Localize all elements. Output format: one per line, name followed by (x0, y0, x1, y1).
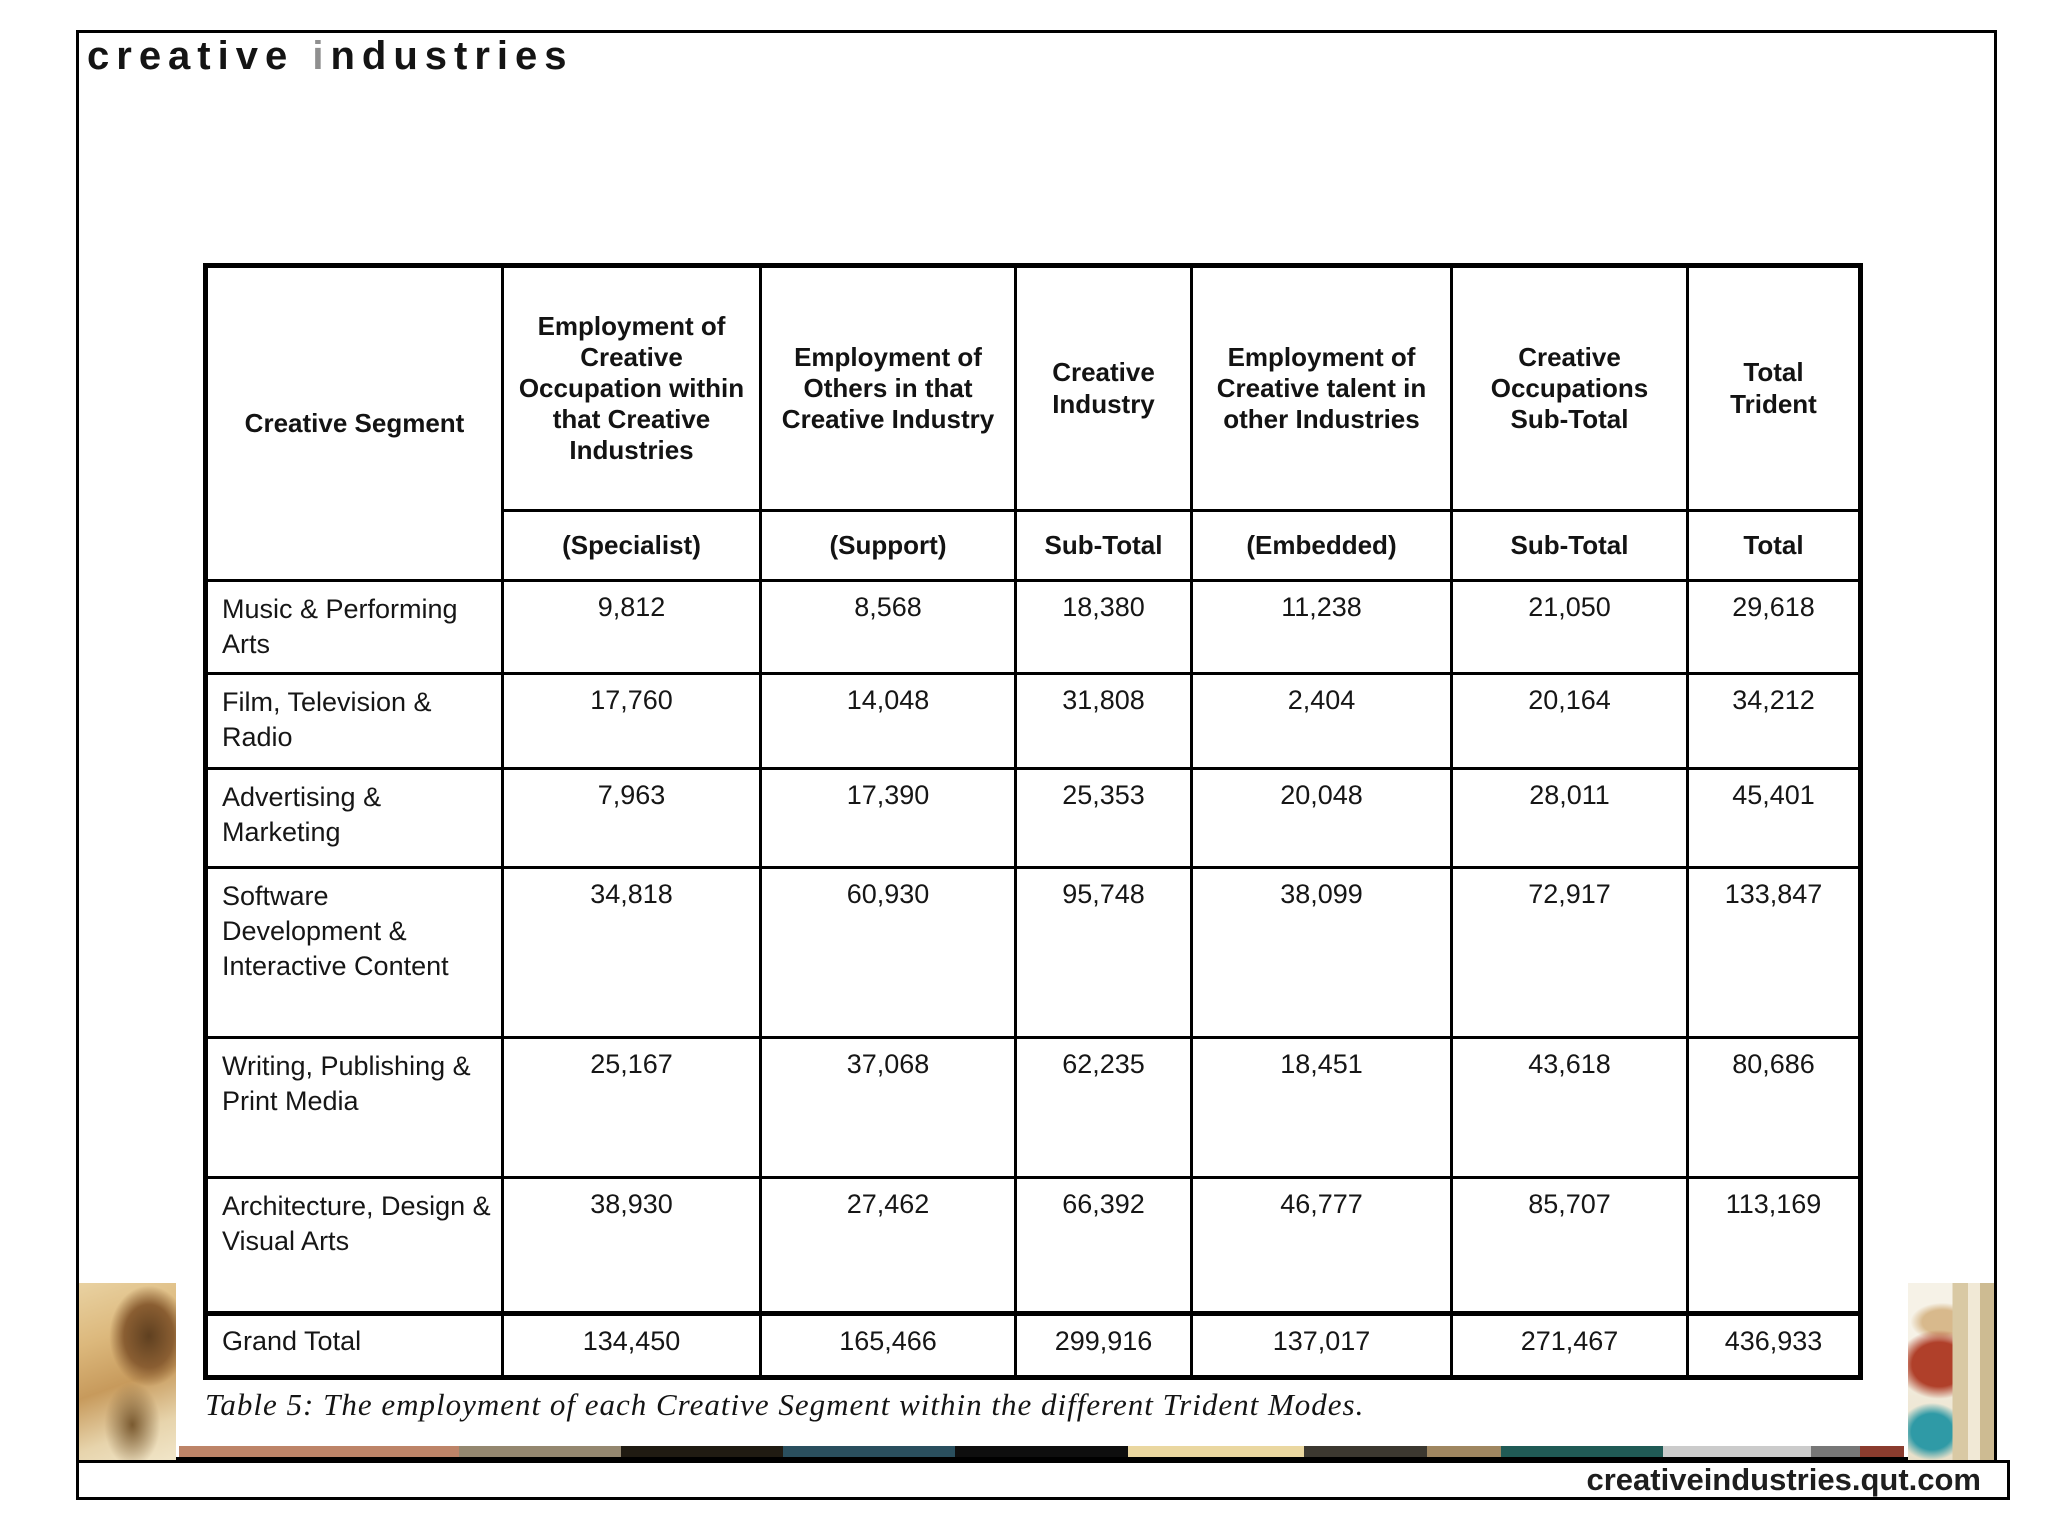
photo-strip-segment (783, 1446, 956, 1457)
value-cell: 7,963 (501, 767, 762, 869)
value-cell: 85,707 (1450, 1176, 1689, 1315)
value-cell: 11,238 (1190, 579, 1453, 675)
table-row-music: Music & Performing Arts 9,812 8,568 18,3… (204, 579, 1862, 675)
value-cell: 14,048 (759, 672, 1017, 770)
footer-url: creativeindustries.qut.com (1586, 1462, 1981, 1497)
segment-label: Advertising & Marketing (204, 767, 504, 869)
value-cell: 46,777 (1190, 1176, 1453, 1315)
value-cell: 436,933 (1686, 1311, 1862, 1379)
value-cell: 20,048 (1190, 767, 1453, 869)
col-header-creative-industry: Creative Industry (1014, 264, 1193, 512)
photo-strip (179, 1446, 1904, 1457)
photo-collage-left (79, 1283, 176, 1460)
header-row-sub: (Specialist) (Support) Sub-Total (Embedd… (206, 509, 1862, 582)
photo-strip-segment (1427, 1446, 1501, 1457)
value-cell: 38,930 (501, 1176, 762, 1315)
col-header-support: Employment of Others in that Creative In… (759, 264, 1017, 512)
segment-label: Software Development & Interactive Conte… (204, 866, 504, 1039)
value-cell: 133,847 (1686, 866, 1862, 1039)
col-header-embedded: Employment of Creative talent in other I… (1190, 264, 1453, 512)
value-cell: 299,916 (1014, 1311, 1193, 1379)
photo-strip-segment (1859, 1446, 1904, 1457)
value-cell: 80,686 (1686, 1036, 1862, 1179)
value-cell: 37,068 (759, 1036, 1017, 1179)
value-cell: 137,017 (1190, 1311, 1453, 1379)
photo-strip-segment (1127, 1446, 1305, 1457)
segment-label: Film, Television & Radio (204, 672, 504, 770)
value-cell: 17,390 (759, 767, 1017, 869)
value-cell: 17,760 (501, 672, 762, 770)
value-cell: 20,164 (1450, 672, 1689, 770)
col-header-specialist: Employment of Creative Occupation within… (501, 264, 762, 512)
subheader-specialist: (Specialist) (501, 509, 762, 582)
value-cell: 95,748 (1014, 866, 1193, 1039)
photo-strip-segment (459, 1446, 622, 1457)
value-cell: 72,917 (1450, 866, 1689, 1039)
photo-strip-segment (1304, 1446, 1428, 1457)
grand-total-label: Grand Total (204, 1311, 504, 1379)
value-cell: 113,169 (1686, 1176, 1862, 1315)
value-cell: 25,167 (501, 1036, 762, 1179)
value-cell: 66,392 (1014, 1176, 1193, 1315)
value-cell: 165,466 (759, 1311, 1017, 1379)
value-cell: 271,467 (1450, 1311, 1689, 1379)
brand-word-industries: ndustries (330, 34, 574, 78)
segment-label: Music & Performing Arts (204, 579, 504, 675)
subheader-embedded: (Embedded) (1190, 509, 1453, 582)
table-row-film: Film, Television & Radio 17,760 14,048 3… (204, 672, 1862, 770)
slide-frame: creative industries Creative Segment Emp… (76, 30, 1997, 1460)
value-cell: 18,451 (1190, 1036, 1453, 1179)
value-cell: 27,462 (759, 1176, 1017, 1315)
photo-strip-segment (621, 1446, 784, 1457)
table-row-software: Software Development & Interactive Conte… (204, 866, 1862, 1039)
value-cell: 2,404 (1190, 672, 1453, 770)
table-caption: Table 5: The employment of each Creative… (205, 1387, 1365, 1422)
brand-word-creative: creative (87, 34, 295, 78)
col-header-occupations-subtotal: Creative Occupations Sub-Total (1450, 264, 1689, 512)
subheader-co-subtotal: Sub-Total (1450, 509, 1689, 582)
value-cell: 34,212 (1686, 672, 1862, 770)
segment-label: Architecture, Design & Visual Arts (204, 1176, 504, 1315)
photo-strip-segment (1501, 1446, 1664, 1457)
table-row-writing: Writing, Publishing & Print Media 25,167… (204, 1036, 1862, 1179)
value-cell: 28,011 (1450, 767, 1689, 869)
employment-table: Creative Segment Employment of Creative … (203, 263, 1863, 1380)
value-cell: 43,618 (1450, 1036, 1689, 1179)
photo-strip-segment (1663, 1446, 1811, 1457)
subheader-total: Total (1686, 509, 1862, 582)
value-cell: 45,401 (1686, 767, 1862, 869)
photo-strip-segment (179, 1446, 460, 1457)
segment-label: Writing, Publishing & Print Media (204, 1036, 504, 1179)
table-row-grand-total: Grand Total 134,450 165,466 299,916 137,… (204, 1311, 1862, 1379)
value-cell: 29,618 (1686, 579, 1862, 675)
photo-collage-right (1908, 1283, 1994, 1460)
subheader-support: (Support) (759, 509, 1017, 582)
subheader-ci-subtotal: Sub-Total (1014, 509, 1193, 582)
brand-title: creative industries (87, 34, 574, 78)
col-header-total-trident: Total Trident (1686, 264, 1862, 512)
value-cell: 38,099 (1190, 866, 1453, 1039)
value-cell: 9,812 (501, 579, 762, 675)
value-cell: 8,568 (759, 579, 1017, 675)
value-cell: 18,380 (1014, 579, 1193, 675)
table-row-advertising: Advertising & Marketing 7,963 17,390 25,… (204, 767, 1862, 869)
value-cell: 25,353 (1014, 767, 1193, 869)
footer-bar: creativeindustries.qut.com (76, 1460, 2010, 1500)
header-row-main: Creative Segment Employment of Creative … (204, 264, 1862, 582)
value-cell: 31,808 (1014, 672, 1193, 770)
value-cell: 134,450 (501, 1311, 762, 1379)
employment-table-container: Creative Segment Employment of Creative … (203, 263, 1863, 1380)
brand-letter-i: i (312, 34, 331, 78)
value-cell: 62,235 (1014, 1036, 1193, 1179)
photo-strip-segment (1810, 1446, 1860, 1457)
photo-strip-segment (955, 1446, 1128, 1457)
table-row-architecture: Architecture, Design & Visual Arts 38,93… (204, 1176, 1862, 1315)
value-cell: 21,050 (1450, 579, 1689, 675)
col-header-creative-segment: Creative Segment (204, 264, 504, 582)
value-cell: 34,818 (501, 866, 762, 1039)
value-cell: 60,930 (759, 866, 1017, 1039)
